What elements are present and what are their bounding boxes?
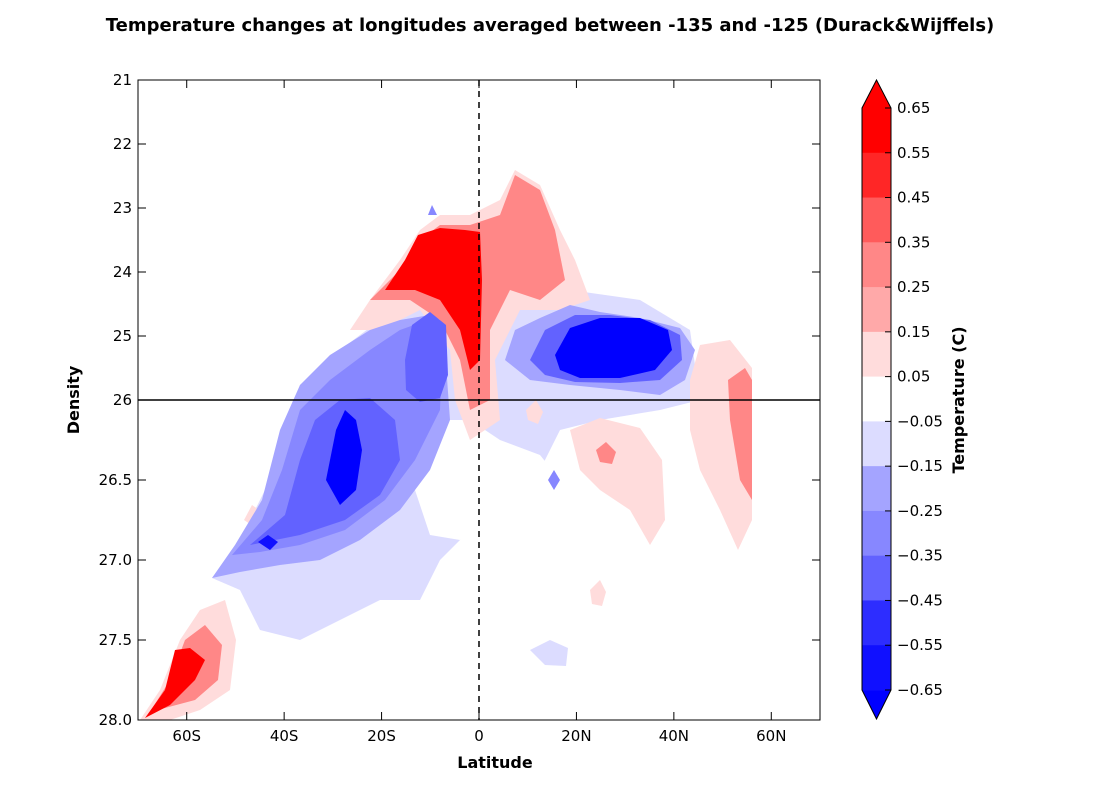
colorbar-band	[862, 331, 891, 378]
warm-region-northern-mid	[728, 368, 752, 500]
y-tick-label: 25	[113, 327, 132, 345]
warm-patch-equator-deep	[526, 400, 543, 424]
colorbar-band	[862, 108, 891, 154]
warm-region-north-deep-core	[596, 442, 616, 464]
colorbar-band	[862, 242, 891, 288]
colorbar-extend-min	[862, 690, 891, 719]
x-axis-label: Latitude	[457, 753, 533, 772]
colorbar-tick-label: 0.35	[897, 233, 930, 251]
colorbar-tick-label: 0.65	[897, 99, 930, 117]
colorbar: 0.65 0.55 0.45 0.35 0.25 0.15 0.05 −0.05 −0.15 −0…	[861, 78, 943, 721]
domain-negative-patch	[530, 640, 568, 666]
colorbar-tick-label: 0.05	[897, 368, 930, 386]
colorbar-band	[862, 466, 891, 512]
colorbar-tick-label: −0.45	[897, 591, 943, 609]
colorbar-band	[862, 555, 891, 601]
cool-patch-south-top	[428, 205, 437, 215]
colorbar-band	[862, 645, 891, 691]
warm-region-central-core	[385, 228, 482, 370]
colorbar-band	[862, 197, 891, 243]
y-tick-label: 26	[113, 391, 132, 409]
warm-region-north-deep	[570, 418, 665, 545]
colorbar-band	[862, 600, 891, 646]
y-tick-label: 27.5	[99, 631, 132, 649]
colorbar-tick-label: −0.35	[897, 547, 943, 565]
y-tick-label: 26.5	[99, 471, 132, 489]
colorbar-label: Temperature (C)	[949, 326, 968, 473]
colorbar-tick-label: 0.45	[897, 189, 930, 207]
cool-region-south-inner	[250, 398, 400, 545]
colorbar-band	[862, 287, 891, 333]
y-tick-label: 21	[113, 71, 132, 89]
x-tick-label: 20N	[561, 727, 591, 745]
x-axis: 60S 40S 20S 0 20N 40N 60N	[172, 80, 786, 745]
colorbar-extend-max	[862, 80, 891, 108]
colorbar-tick-label: −0.65	[897, 681, 943, 699]
colorbar-tick-label: −0.55	[897, 636, 943, 654]
cool-patch-north-small	[548, 470, 560, 490]
x-tick-label: 40N	[659, 727, 689, 745]
colorbar-band	[862, 421, 891, 467]
colorbar-band	[862, 152, 891, 199]
colorbar-tick-label: −0.25	[897, 502, 943, 520]
y-axis: 21 22 23 24 25 26 26.5 27.0 27.5 28.0	[99, 71, 820, 729]
cool-region-north-core	[555, 318, 672, 378]
colorbar-tick-label: −0.15	[897, 457, 943, 475]
colorbar-band	[862, 376, 891, 422]
neutral-region	[415, 420, 560, 540]
cool-region-equatorial-tongue-mid	[405, 312, 448, 402]
colorbar-tick-label: 0.25	[897, 278, 930, 296]
y-tick-label: 27.0	[99, 551, 132, 569]
cool-region-south-core	[326, 410, 362, 505]
y-tick-label: 24	[113, 263, 132, 281]
y-tick-label: 28.0	[99, 711, 132, 729]
colorbar-tick-label: 0.15	[897, 323, 930, 341]
colorbar-tick-label: 0.55	[897, 144, 930, 162]
x-tick-label: 40S	[270, 727, 299, 745]
x-tick-label: 60S	[172, 727, 201, 745]
colorbar-tick-label: −0.05	[897, 412, 943, 430]
y-tick-label: 22	[113, 135, 132, 153]
colorbar-band	[862, 510, 891, 557]
x-tick-label: 0	[474, 727, 484, 745]
y-axis-label: Density	[64, 365, 83, 434]
y-tick-label: 23	[113, 199, 132, 217]
cool-region-south-core-2	[258, 535, 278, 550]
warm-region-southern-core	[145, 648, 205, 718]
x-tick-label: 20S	[367, 727, 396, 745]
x-tick-label: 60N	[756, 727, 786, 745]
chart-title: Temperature changes at longitudes averag…	[106, 15, 995, 36]
warm-patch-north-small	[590, 580, 606, 606]
temperature-field	[140, 170, 752, 720]
